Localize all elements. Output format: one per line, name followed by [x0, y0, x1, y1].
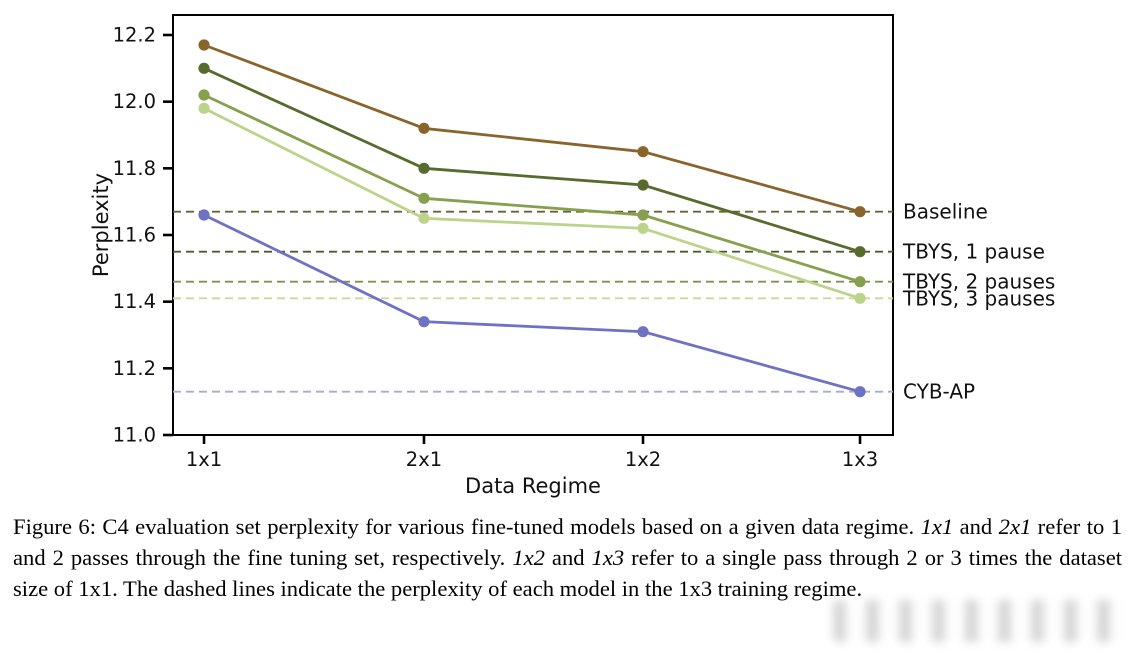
data-point-tbys-1-pause: [854, 246, 866, 258]
series-line-baseline: [202, 43, 862, 214]
y-tick-label: 11.4: [113, 290, 156, 313]
x-tick-label: 1x1: [186, 448, 222, 471]
caption-segment: Figure 6: C4 evaluation set perplexity f…: [13, 514, 921, 539]
series-line-tbys-2-pauses: [202, 93, 862, 284]
series-label-cyb-ap: CYB-AP: [903, 380, 975, 404]
caption-segment: and: [953, 514, 999, 539]
y-tick-label: 11.0: [113, 424, 156, 447]
data-point-tbys-2-pauses: [637, 209, 649, 221]
data-point-baseline: [198, 39, 210, 51]
data-point-baseline: [637, 146, 649, 158]
series-line-cyb-ap: [202, 213, 862, 394]
data-point-tbys-3-pauses: [637, 222, 649, 234]
data-point-tbys-1-pause: [198, 62, 210, 74]
data-point-cyb-ap: [198, 209, 210, 221]
x-tick-label: 2x1: [406, 448, 442, 471]
data-point-tbys-2-pauses: [854, 276, 866, 288]
caption-segment: refer to a single pass through 2 or 3 ti…: [13, 545, 1123, 601]
y-axis-label: Perplexity: [89, 173, 113, 277]
data-point-tbys-3-pauses: [418, 212, 430, 224]
data-point-tbys-1-pause: [637, 179, 649, 191]
series-label-baseline: Baseline: [903, 200, 988, 224]
y-tick-label: 11.8: [113, 157, 156, 180]
figure-caption: Figure 6: C4 evaluation set perplexity f…: [13, 511, 1122, 604]
data-point-tbys-3-pauses: [198, 102, 210, 114]
data-point-cyb-ap: [637, 326, 649, 338]
perplexity-line-chart: 11.0 11.2 11.4 11.6 11.8 12.0 12.2 1x1 2x1 1x2 1x3…: [89, 14, 1055, 498]
series-label-tbys-1-pause: TBYS, 1 pause: [902, 240, 1045, 264]
series-label-tbys-3-pauses: TBYS, 3 pauses: [902, 286, 1055, 310]
caption-segment: and: [544, 545, 592, 570]
data-point-tbys-3-pauses: [854, 292, 866, 304]
series-line-tbys-1-pause: [202, 66, 862, 254]
data-point-baseline: [418, 122, 430, 134]
data-point-tbys-2-pauses: [418, 192, 430, 204]
y-tick-label: 12.2: [113, 24, 156, 47]
y-tick-label: 12.0: [113, 90, 156, 113]
x-tick-label: 1x2: [625, 448, 661, 471]
data-point-tbys-2-pauses: [198, 89, 210, 101]
caption-segment: 2x1: [998, 514, 1032, 539]
data-point-baseline: [854, 206, 866, 218]
x-axis-label: Data Regime: [465, 474, 601, 498]
caption-segment: refer to 1 and 2 passes through the fine…: [13, 514, 1123, 570]
caption-segment: 1x2: [512, 545, 545, 570]
caption-segment: 1x3: [591, 545, 625, 570]
series-line-tbys-3-pauses: [202, 106, 862, 300]
data-point-tbys-1-pause: [418, 162, 430, 174]
data-point-cyb-ap: [418, 316, 430, 328]
y-tick-label: 11.2: [113, 357, 156, 380]
data-point-cyb-ap: [854, 386, 866, 398]
series-label-tbys-2-pauses: TBYS, 2 pauses: [902, 270, 1055, 294]
caption-segment: 1x1: [920, 514, 954, 539]
watermark-smudge: [833, 600, 1123, 642]
x-tick-label: 1x3: [842, 448, 878, 471]
y-tick-label: 11.6: [113, 224, 156, 247]
